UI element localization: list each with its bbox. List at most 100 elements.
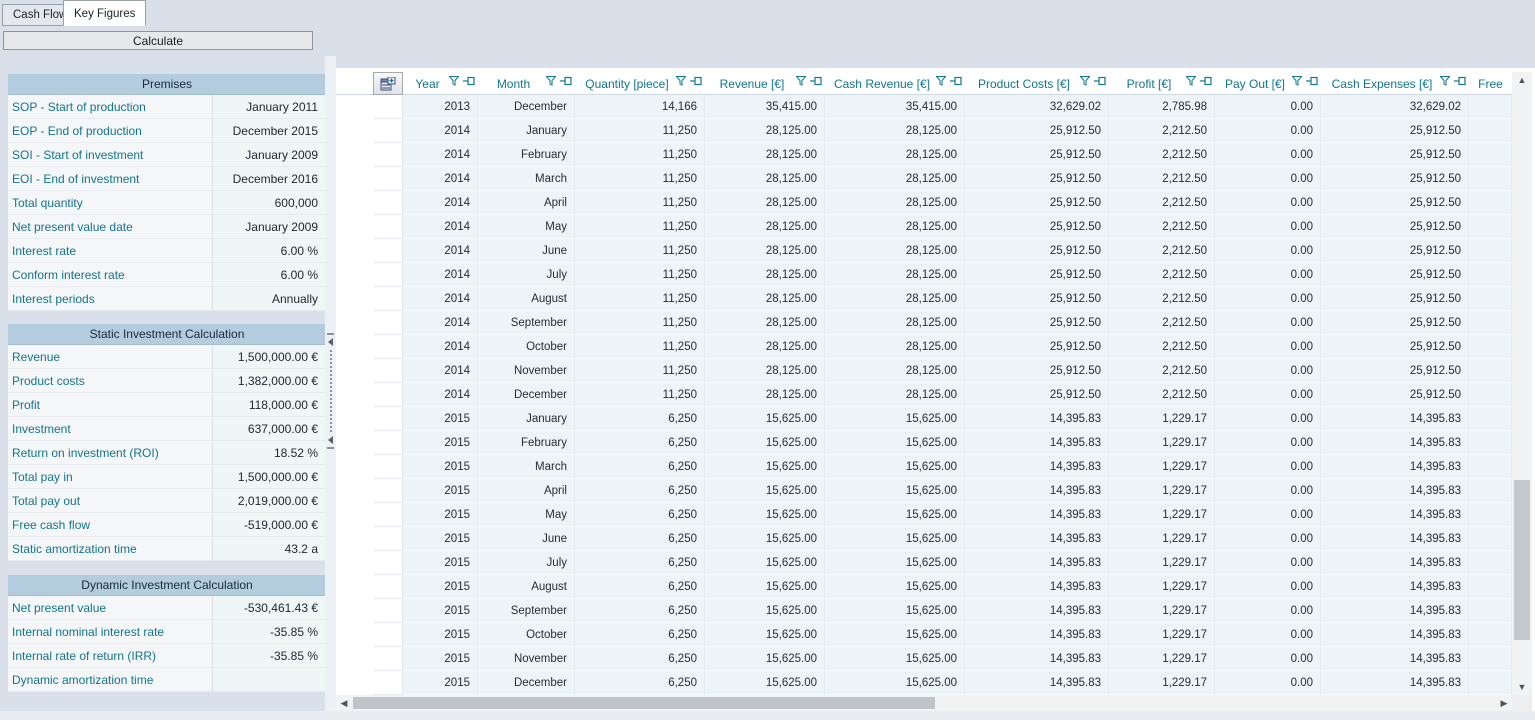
row-header-cell[interactable] bbox=[373, 167, 403, 191]
scroll-left-icon[interactable]: ◀︎ bbox=[340, 697, 348, 708]
vertical-scrollbar-thumb[interactable] bbox=[1514, 480, 1530, 640]
filter-icon[interactable] bbox=[936, 76, 946, 86]
row-header-cell[interactable] bbox=[373, 287, 403, 311]
scroll-down-icon[interactable]: ▼︎ bbox=[1517, 682, 1527, 692]
column-header-quantity-piece[interactable]: Quantity [piece] bbox=[575, 72, 705, 95]
row-header-cell[interactable] bbox=[373, 623, 403, 647]
table-row[interactable]: 2014 March 11,250 28,125.00 28,125.00 25,912.… bbox=[336, 167, 1512, 191]
scroll-up-icon[interactable]: ▲︎ bbox=[1517, 75, 1527, 85]
pin-icon[interactable] bbox=[810, 76, 822, 86]
pin-icon[interactable] bbox=[560, 76, 572, 86]
pin-icon[interactable] bbox=[950, 76, 962, 86]
table-row[interactable]: 2014 November 11,250 28,125.00 28,125.00 25,9… bbox=[336, 359, 1512, 383]
pin-icon[interactable] bbox=[1200, 76, 1212, 86]
table-row[interactable]: 2015 March 6,250 15,625.00 15,625.00 14,395.8… bbox=[336, 455, 1512, 479]
row-header-cell[interactable] bbox=[373, 479, 403, 503]
row-header-cell[interactable] bbox=[373, 119, 403, 143]
filter-icon[interactable] bbox=[796, 76, 806, 86]
pin-icon[interactable] bbox=[1306, 76, 1318, 86]
table-row[interactable]: 2015 September 6,250 15,625.00 15,625.00 14,3… bbox=[336, 599, 1512, 623]
row-header-cell[interactable] bbox=[373, 671, 403, 695]
table-cell: 14,395.83 bbox=[1321, 503, 1469, 527]
row-header-cell[interactable] bbox=[373, 455, 403, 479]
table-row[interactable]: 2013 December 14,166 35,415.00 35,415.00 32,6… bbox=[336, 95, 1512, 119]
row-header-cell[interactable] bbox=[373, 503, 403, 527]
table-cell: 32,629.02 bbox=[965, 95, 1109, 119]
row-header-cell[interactable] bbox=[373, 335, 403, 359]
filter-icon[interactable] bbox=[546, 76, 556, 86]
table-row[interactable]: 2014 February 11,250 28,125.00 28,125.00 25,9… bbox=[336, 143, 1512, 167]
filter-icon[interactable] bbox=[1292, 76, 1302, 86]
pin-icon[interactable] bbox=[690, 76, 702, 86]
table-row[interactable]: 2015 April 6,250 15,625.00 15,625.00 14,395.8… bbox=[336, 479, 1512, 503]
row-header-cell[interactable] bbox=[373, 599, 403, 623]
pin-icon[interactable] bbox=[1454, 76, 1466, 86]
column-header-profit[interactable]: Profit [€] bbox=[1109, 72, 1215, 95]
table-cell: 0.00 bbox=[1215, 431, 1321, 455]
tab-cash-flow[interactable]: Cash Flow bbox=[2, 4, 79, 26]
vertical-scrollbar[interactable]: ▲︎ ▼︎ bbox=[1512, 72, 1532, 695]
row-header-cell[interactable] bbox=[373, 239, 403, 263]
row-header-cell[interactable] bbox=[373, 215, 403, 239]
table-row[interactable]: 2014 May 11,250 28,125.00 28,125.00 25,912.50… bbox=[336, 215, 1512, 239]
column-header-revenue[interactable]: Revenue [€] bbox=[705, 72, 825, 95]
tab-key-figures[interactable]: Key Figures bbox=[63, 0, 147, 26]
table-row[interactable]: 2014 January 11,250 28,125.00 28,125.00 25,91… bbox=[336, 119, 1512, 143]
filter-icon[interactable] bbox=[1440, 76, 1450, 86]
filter-icon[interactable] bbox=[676, 76, 686, 86]
table-cell: 25,912.50 bbox=[965, 119, 1109, 143]
table-row[interactable]: 2015 May 6,250 15,625.00 15,625.00 14,395.83 1… bbox=[336, 503, 1512, 527]
table-row[interactable]: 2014 August 11,250 28,125.00 28,125.00 25,912… bbox=[336, 287, 1512, 311]
table-row[interactable]: 2015 July 6,250 15,625.00 15,625.00 14,395.83… bbox=[336, 551, 1512, 575]
column-header-year[interactable]: Year bbox=[403, 72, 478, 95]
table-row[interactable]: 2015 June 6,250 15,625.00 15,625.00 14,395.83… bbox=[336, 527, 1512, 551]
row-header-cell[interactable] bbox=[373, 527, 403, 551]
scroll-right-icon[interactable]: ▶︎ bbox=[1500, 697, 1508, 708]
table-row[interactable]: 2015 November 6,250 15,625.00 15,625.00 14,39… bbox=[336, 647, 1512, 671]
column-header-cash-revenue[interactable]: Cash Revenue [€] bbox=[825, 72, 965, 95]
row-header-cell[interactable] bbox=[373, 95, 403, 119]
column-header-product-costs[interactable]: Product Costs [€] bbox=[965, 72, 1109, 95]
table-row[interactable]: 2014 June 11,250 28,125.00 28,125.00 25,912.5… bbox=[336, 239, 1512, 263]
table-row[interactable]: 2015 October 6,250 15,625.00 15,625.00 14,395… bbox=[336, 623, 1512, 647]
horizontal-scrollbar[interactable]: ◀︎ ▶︎ bbox=[336, 695, 1512, 711]
collapse-left-icon[interactable] bbox=[328, 338, 333, 346]
row-header-cell[interactable] bbox=[373, 383, 403, 407]
pin-icon[interactable] bbox=[463, 76, 475, 86]
table-cell: 0.00 bbox=[1215, 335, 1321, 359]
row-header-cell[interactable] bbox=[373, 551, 403, 575]
table-row[interactable]: 2015 December 6,250 15,625.00 15,625.00 14,39… bbox=[336, 671, 1512, 695]
filter-icon[interactable] bbox=[1080, 76, 1090, 86]
row-header-cell[interactable] bbox=[373, 311, 403, 335]
splitter-grip[interactable] bbox=[329, 350, 332, 432]
row-header-cell[interactable] bbox=[373, 431, 403, 455]
column-header-free[interactable]: Free bbox=[1469, 72, 1512, 95]
column-header-pay-out[interactable]: Pay Out [€] bbox=[1215, 72, 1321, 95]
collapse-left-icon[interactable] bbox=[328, 436, 333, 444]
row-header-cell[interactable] bbox=[373, 647, 403, 671]
calculate-button[interactable]: Calculate bbox=[3, 31, 313, 50]
row-header-cell[interactable] bbox=[373, 407, 403, 431]
pin-icon[interactable] bbox=[1094, 76, 1106, 86]
table-row[interactable]: 2014 July 11,250 28,125.00 28,125.00 25,912.5… bbox=[336, 263, 1512, 287]
row-header-cell[interactable] bbox=[373, 143, 403, 167]
filter-icon[interactable] bbox=[1186, 76, 1196, 86]
table-row[interactable]: 2014 September 11,250 28,125.00 28,125.00 25,… bbox=[336, 311, 1512, 335]
row-header-cell[interactable] bbox=[373, 575, 403, 599]
column-header-month[interactable]: Month bbox=[478, 72, 575, 95]
filter-icon[interactable] bbox=[449, 76, 459, 86]
panel-splitter[interactable] bbox=[325, 56, 336, 711]
table-row[interactable]: 2014 December 11,250 28,125.00 28,125.00 25,9… bbox=[336, 383, 1512, 407]
row-header-cell[interactable] bbox=[373, 359, 403, 383]
table-row[interactable]: 2015 January 6,250 15,625.00 15,625.00 14,395… bbox=[336, 407, 1512, 431]
table-row[interactable]: 2014 April 11,250 28,125.00 28,125.00 25,912.… bbox=[336, 191, 1512, 215]
horizontal-scrollbar-thumb[interactable] bbox=[353, 697, 935, 709]
table-row[interactable]: 2015 February 6,250 15,625.00 15,625.00 14,39… bbox=[336, 431, 1512, 455]
column-header-cash-expenses[interactable]: Cash Expenses [€] bbox=[1321, 72, 1469, 95]
row-header-cell[interactable] bbox=[373, 191, 403, 215]
row-header-cell[interactable] bbox=[373, 263, 403, 287]
table-row[interactable]: 2015 August 6,250 15,625.00 15,625.00 14,395.… bbox=[336, 575, 1512, 599]
grid-customize-button[interactable] bbox=[373, 72, 403, 95]
table-row[interactable]: 2014 October 11,250 28,125.00 28,125.00 25,91… bbox=[336, 335, 1512, 359]
sidebar-row-label: EOP - End of production bbox=[8, 119, 213, 143]
